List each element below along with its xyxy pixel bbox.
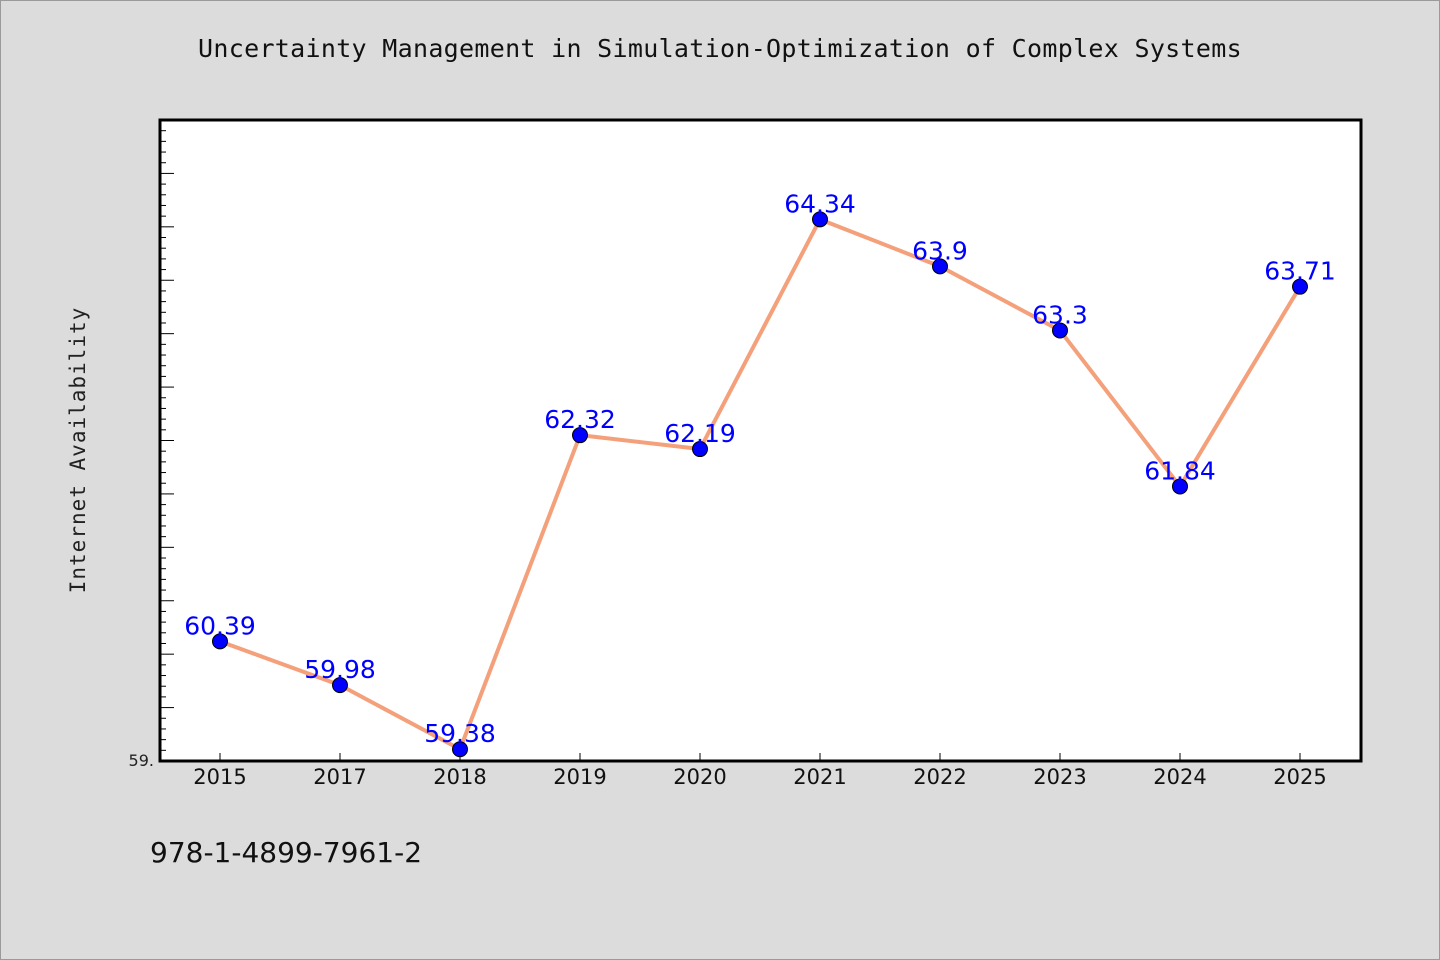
data-label: 63.3 bbox=[1032, 300, 1088, 329]
data-label: 59.38 bbox=[424, 719, 496, 748]
data-label: 63.9 bbox=[912, 236, 968, 265]
x-tick-label: 2024 bbox=[1153, 765, 1206, 789]
data-label: 62.19 bbox=[664, 419, 736, 448]
chart-title: Uncertainty Management in Simulation-Opt… bbox=[198, 34, 1242, 63]
data-point bbox=[812, 211, 828, 228]
data-label: 60.39 bbox=[184, 611, 256, 640]
x-tick-label: 2017 bbox=[313, 765, 366, 789]
data-label: 64.34 bbox=[784, 189, 856, 218]
data-point bbox=[1052, 322, 1068, 339]
y-axis-ticks: 59. bbox=[129, 130, 174, 770]
data-point bbox=[572, 427, 588, 444]
data-label: 63.71 bbox=[1264, 257, 1336, 286]
series-line bbox=[218, 217, 1302, 752]
series-group: 60.39 59.98 59.38 62.32 62.19 64.34 63.9 63.3 61… bbox=[184, 189, 1336, 758]
x-tick-label: 2018 bbox=[433, 765, 486, 789]
data-point bbox=[932, 258, 948, 275]
x-tick-label: 2020 bbox=[673, 765, 726, 789]
x-tick-label: 2019 bbox=[553, 765, 606, 789]
data-point bbox=[452, 741, 468, 758]
data-point bbox=[1292, 278, 1308, 295]
data-label: 62.32 bbox=[544, 405, 616, 434]
data-point bbox=[212, 633, 228, 650]
y-tick-label: 59. bbox=[129, 751, 154, 770]
data-label: 61.84 bbox=[1144, 456, 1216, 485]
isbn-footer: 978-1-4899-7961-2 bbox=[150, 836, 423, 869]
data-point bbox=[332, 677, 348, 694]
data-point bbox=[1172, 478, 1188, 495]
x-tick-label: 2022 bbox=[913, 765, 966, 789]
data-label: 59.98 bbox=[304, 655, 376, 684]
data-point bbox=[692, 441, 708, 458]
x-axis-ticks: 2015 2017 2018 2019 2020 2021 2022 2023 2024 2025 bbox=[193, 753, 1327, 789]
x-tick-label: 2021 bbox=[793, 765, 846, 789]
x-tick-label: 2023 bbox=[1033, 765, 1086, 789]
x-tick-label: 2015 bbox=[193, 765, 246, 789]
plot-area bbox=[158, 118, 1363, 763]
x-tick-label: 2025 bbox=[1273, 765, 1326, 789]
